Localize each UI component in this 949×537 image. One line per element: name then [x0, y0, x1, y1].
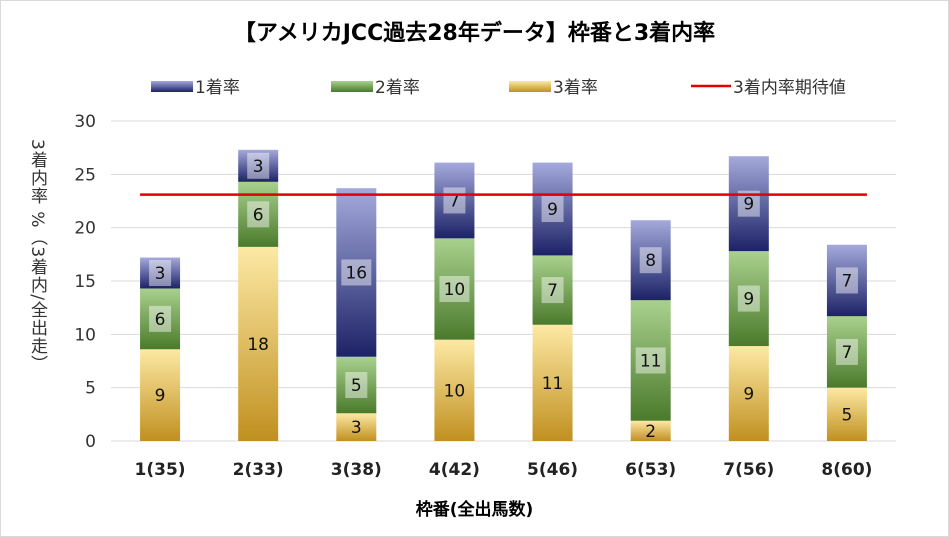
bar-segment: [630, 420, 671, 441]
data-label: 9: [743, 385, 754, 405]
data-label: 7: [842, 343, 853, 363]
bar-segment: [238, 149, 279, 182]
data-label: 10: [444, 381, 466, 401]
bar-segment: [630, 300, 671, 421]
y-tick-label: 25: [74, 165, 96, 185]
x-tick-label: 5(46): [527, 460, 578, 480]
data-label-bg: [835, 267, 858, 294]
x-axis-label: 枠番(全出馬数): [415, 500, 534, 520]
bar-segment: [238, 181, 279, 247]
data-label: 9: [743, 290, 754, 310]
data-label: 11: [640, 351, 662, 371]
data-label: 10: [444, 280, 466, 300]
chart-title: 【アメリカJCC過去28年データ】枠番と3着内率: [233, 21, 716, 46]
data-label: 8: [645, 251, 656, 271]
legend-label: 2着率: [375, 78, 420, 98]
x-tick-label: 1(35): [135, 460, 186, 480]
data-label: 7: [842, 271, 853, 291]
x-tick-label: 7(56): [723, 460, 774, 480]
bar-segment: [238, 246, 279, 441]
bar-segment: [336, 188, 377, 357]
bar-segment: [532, 324, 573, 441]
y-tick-label: 5: [85, 379, 96, 399]
bar-segment: [630, 220, 671, 301]
data-label: 5: [351, 376, 362, 396]
data-label: 7: [449, 191, 460, 211]
data-label-bg: [341, 259, 372, 286]
y-tick-label: 0: [85, 432, 96, 452]
x-tick-label: 3(38): [331, 460, 382, 480]
bar-segment: [826, 244, 867, 317]
bar-segment: [728, 346, 769, 441]
y-axis-label: 3着内率 %（3着内/全出走）: [27, 139, 47, 373]
bar-segment: [140, 288, 181, 350]
data-label: 6: [155, 310, 166, 330]
data-label-bg: [639, 247, 662, 274]
bar-segment: [140, 349, 181, 441]
data-label: 16: [345, 263, 367, 283]
legend-swatch: [331, 81, 373, 92]
x-tick-label: 2(33): [233, 460, 284, 480]
data-label-bg: [247, 201, 270, 228]
y-tick-label: 30: [74, 112, 96, 132]
data-label-bg: [149, 305, 172, 332]
data-label-bg: [737, 190, 760, 217]
y-tick-label: 20: [74, 219, 96, 239]
data-label-bg: [439, 276, 470, 302]
data-label: 9: [547, 200, 558, 220]
bar-segment: [434, 162, 475, 239]
data-label: 9: [743, 195, 754, 215]
data-label-bg: [835, 338, 858, 365]
data-label-bg: [247, 152, 270, 179]
data-label-bg: [541, 277, 564, 304]
bar-segment: [434, 339, 475, 441]
bar-segment: [728, 156, 769, 252]
bar-segment: [434, 238, 475, 340]
data-label-bg: [541, 196, 564, 222]
bar-segment: [826, 316, 867, 388]
legend-label: 3着内率期待値: [733, 78, 846, 98]
data-label: 6: [253, 205, 264, 225]
bar-segment: [336, 413, 377, 441]
x-tick-label: 6(53): [625, 460, 676, 480]
bar-segment: [532, 162, 573, 256]
data-label: 3: [253, 157, 264, 177]
data-label: 5: [842, 405, 853, 425]
x-tick-label: 8(60): [821, 460, 872, 480]
y-tick-label: 10: [74, 325, 96, 345]
data-label: 3: [155, 264, 166, 284]
y-tick-label: 15: [74, 272, 96, 292]
legend-swatch: [509, 81, 551, 92]
data-label-bg: [149, 260, 172, 286]
data-label: 7: [547, 281, 558, 301]
x-tick-label: 4(42): [429, 460, 480, 480]
bar-segment: [532, 255, 573, 325]
bar-segment: [826, 387, 867, 441]
legend-label: 3着率: [553, 78, 598, 98]
data-label: 18: [247, 335, 269, 355]
data-label: 11: [542, 374, 564, 394]
data-label-bg: [737, 285, 760, 312]
data-label: 3: [351, 418, 362, 438]
bar-segment: [336, 356, 377, 414]
bar-segment: [728, 251, 769, 347]
legend-label: 1着率: [195, 78, 240, 98]
data-label: 2: [645, 422, 656, 442]
data-label: 9: [155, 386, 166, 406]
bar-segment: [140, 257, 181, 289]
data-label-bg: [635, 347, 666, 374]
data-label-bg: [345, 372, 368, 398]
legend-swatch: [151, 81, 193, 92]
